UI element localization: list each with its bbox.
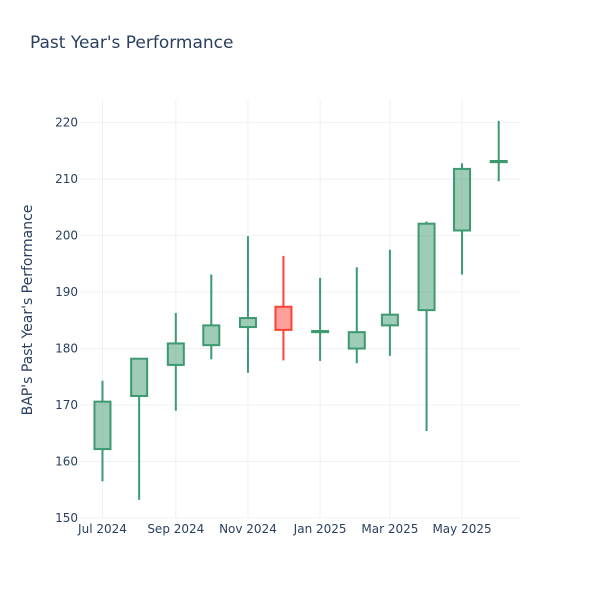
candle: [130, 357, 149, 500]
candle-body: [166, 342, 185, 366]
candle: [311, 277, 330, 361]
candle-body: [274, 305, 293, 331]
x-tick-label: May 2025: [432, 522, 491, 536]
candle: [380, 249, 399, 356]
candle-body: [380, 313, 399, 327]
x-tick-label: Nov 2024: [219, 522, 277, 536]
grid-layer: [80, 100, 520, 519]
y-tick-label: 150: [55, 511, 78, 525]
x-tick-label: Jan 2025: [293, 522, 347, 536]
x-tick-label: Sep 2024: [147, 522, 204, 536]
y-axis-title: BAP's Past Year's Performance: [20, 205, 36, 416]
candle-body: [202, 324, 221, 347]
y-tick-label: 190: [55, 285, 78, 299]
candle: [202, 274, 221, 360]
chart-title: Past Year's Performance: [30, 33, 234, 53]
candle-body: [93, 400, 112, 451]
y-tick-label: 220: [55, 116, 78, 130]
candle: [489, 120, 508, 182]
candle-layer: [93, 120, 508, 500]
y-tick-label: 170: [55, 398, 78, 412]
candle-body: [347, 331, 366, 350]
y-tick-label: 160: [55, 455, 78, 469]
candle-body: [311, 330, 330, 334]
candle: [274, 255, 293, 361]
x-tick-label: Jul 2024: [77, 522, 127, 536]
x-tick-label: Mar 2025: [361, 522, 418, 536]
candle-body: [417, 222, 436, 312]
candle-body: [489, 160, 508, 164]
label-layer: 150 160 170 180 190 200 210 220 Jul 2024 Sep 2024…: [55, 116, 492, 536]
candle: [238, 236, 257, 373]
y-tick-label: 200: [55, 229, 78, 243]
candle: [166, 312, 185, 411]
candle: [93, 380, 112, 482]
candle-body: [453, 167, 472, 232]
candle-body: [130, 357, 149, 397]
y-tick-label: 210: [55, 172, 78, 186]
candle: [453, 163, 472, 275]
y-tick-label: 180: [55, 342, 78, 356]
candle: [347, 267, 366, 364]
candle: [417, 221, 436, 432]
candle-body: [238, 317, 257, 329]
